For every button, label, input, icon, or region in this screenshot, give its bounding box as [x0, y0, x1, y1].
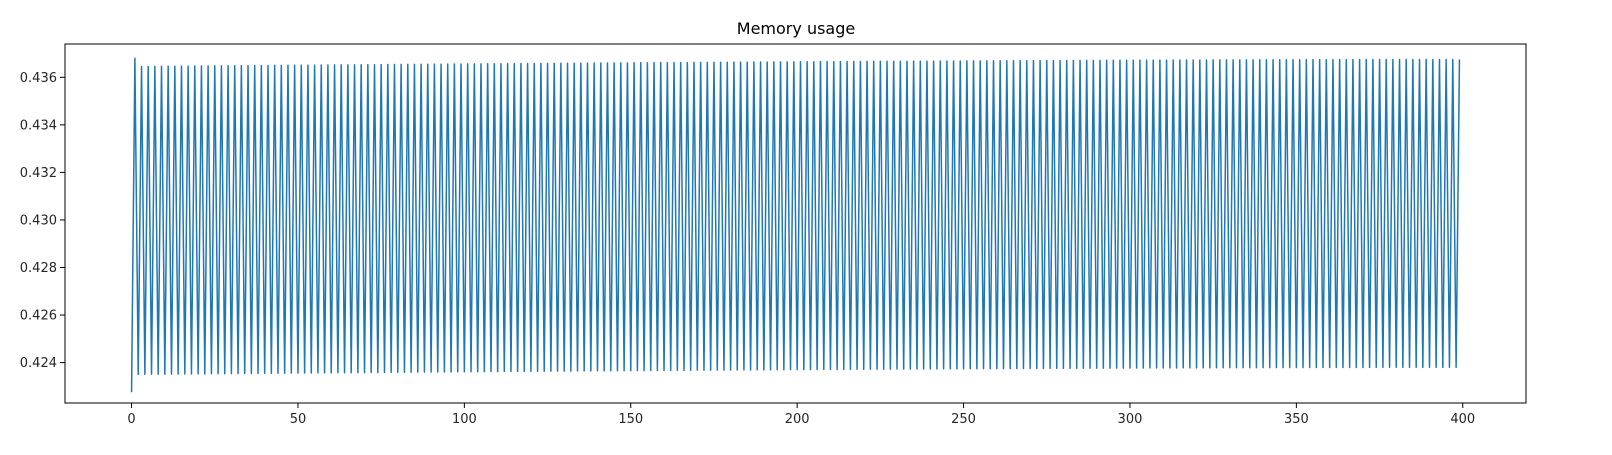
y-tick-label: 0.432: [20, 166, 57, 181]
y-tick-label: 0.430: [20, 213, 57, 228]
chart-title: Memory usage: [737, 19, 855, 38]
x-tick-label: 400: [1450, 412, 1475, 427]
x-tick-label: 50: [290, 412, 307, 427]
x-axis: 0 50 100 150 200 250 300 350 400: [127, 403, 1475, 427]
x-tick-label: 200: [785, 412, 810, 427]
x-tick-label: 150: [618, 412, 643, 427]
y-tick-label: 0.424: [20, 356, 57, 371]
y-tick-label: 0.428: [20, 261, 57, 276]
y-tick-label: 0.426: [20, 309, 57, 324]
y-axis: 0.424 0.426 0.428 0.430 0.432 0.434 0.436: [20, 71, 65, 371]
plot-area: [64, 43, 1527, 404]
y-tick-label: 0.434: [20, 118, 57, 133]
y-tick-label: 0.436: [20, 71, 57, 86]
plot-frame: [64, 43, 1527, 404]
x-tick-label: 0: [127, 412, 135, 427]
x-tick-label: 100: [452, 412, 477, 427]
x-tick-label: 250: [951, 412, 976, 427]
x-tick-label: 300: [1118, 412, 1143, 427]
series-line-memory-usage: [130, 57, 1461, 393]
x-tick-label: 350: [1284, 412, 1309, 427]
